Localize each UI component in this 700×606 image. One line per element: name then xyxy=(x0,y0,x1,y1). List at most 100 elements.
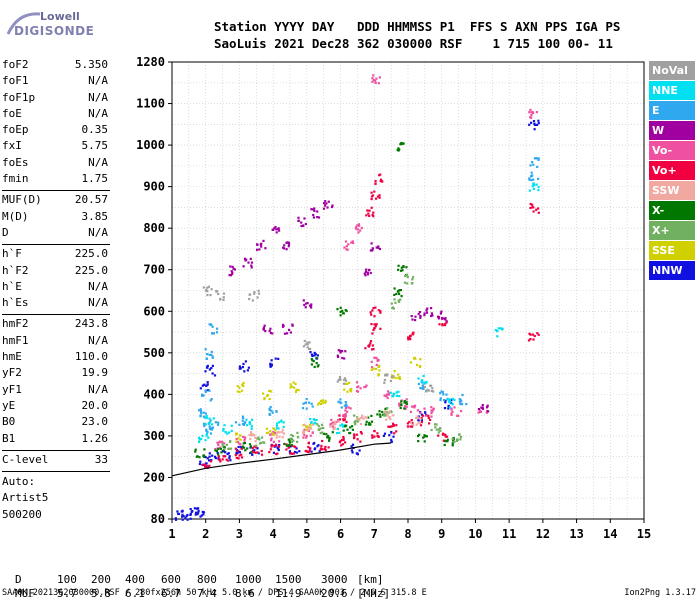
echo-point-vo xyxy=(223,442,226,445)
param-label: D xyxy=(2,225,9,239)
echo-point-vo xyxy=(374,79,377,82)
echo-point-vo xyxy=(359,387,362,390)
param-group-1: foF2 5.350 foF1 N/A foF1p N/A foE N/A foEp 0.35 fx… xyxy=(2,58,110,188)
param-label: B1 xyxy=(2,431,16,445)
echo-point-x xyxy=(320,423,324,426)
echo-point-vo xyxy=(371,77,374,80)
echo-point-nnw xyxy=(211,372,214,375)
echo-point-sse xyxy=(378,369,381,372)
distance-value: 400 xyxy=(125,573,145,586)
scaled-parameters-panel: foF2 5.350 foF1 N/A foF1p N/A foE N/A foEp 0.35 fx… xyxy=(2,58,110,523)
echo-point-nnw xyxy=(199,387,202,390)
echo-point-x xyxy=(379,415,382,418)
echo-point-nne xyxy=(250,427,253,430)
echo-point-ssw xyxy=(281,436,284,439)
echo-point-vo xyxy=(344,406,347,410)
echo-point-x xyxy=(402,142,405,145)
echo-point-nnw xyxy=(532,120,536,123)
echo-point-x xyxy=(322,432,325,435)
echo-point-noval xyxy=(222,298,225,301)
echo-point-vo xyxy=(204,465,207,468)
echo-point-sse xyxy=(265,427,268,430)
x-tick-label: 9 xyxy=(438,527,445,541)
echo-point-x xyxy=(364,423,367,426)
echo-point-vo xyxy=(374,81,377,85)
echo-point-sse xyxy=(270,390,273,393)
echo-point-vo xyxy=(324,445,327,449)
echo-point-x xyxy=(214,449,217,452)
echo-point-ssw xyxy=(388,410,391,413)
echo-point-ssw xyxy=(416,417,419,420)
echo-point-nnw xyxy=(424,411,427,414)
echo-point-x xyxy=(411,282,414,285)
echo-point-x xyxy=(417,440,420,443)
echo-point-vo xyxy=(221,458,224,461)
echo-point-sse xyxy=(321,399,325,402)
echo-point-w xyxy=(283,244,286,247)
echo-point-vo xyxy=(407,338,410,341)
echo-point-noval xyxy=(257,289,260,292)
echo-point-x xyxy=(369,423,372,426)
echo-point-vo xyxy=(343,415,346,418)
echo-point-x xyxy=(344,309,347,312)
echo-point-x xyxy=(219,447,222,450)
echo-point-nnw xyxy=(194,513,197,516)
echo-point-x xyxy=(223,447,226,450)
echo-point-sse xyxy=(393,369,396,373)
echo-point-vo xyxy=(252,450,255,454)
echo-point-w xyxy=(330,205,334,209)
echo-point-vo xyxy=(374,180,377,183)
echo-point-ssw xyxy=(415,423,418,426)
echo-point-vo xyxy=(353,434,356,437)
echo-point-vo xyxy=(372,328,375,332)
echo-point-nnw xyxy=(227,452,230,455)
echo-point-vo xyxy=(370,195,373,198)
echo-point-w xyxy=(437,317,440,320)
echo-point-sse xyxy=(269,430,272,433)
echo-point-vo xyxy=(369,342,372,345)
echo-point-vo xyxy=(342,435,345,439)
echo-point-sse xyxy=(349,389,352,392)
echo-point-vo xyxy=(307,450,310,453)
echo-point-e xyxy=(211,428,214,431)
echo-point-vo xyxy=(409,334,412,337)
echo-point-nnw xyxy=(293,450,297,454)
echo-point-vo xyxy=(225,458,228,461)
echo-point-x xyxy=(202,455,206,458)
x-tick-label: 12 xyxy=(536,527,550,541)
echo-point-x xyxy=(244,449,247,452)
echo-point-x xyxy=(221,442,224,445)
autoscale-line3: 500200 xyxy=(2,507,42,521)
echo-point-w xyxy=(285,241,288,244)
echo-point-vo xyxy=(375,323,378,326)
echo-point-nne xyxy=(248,421,251,424)
param-group-5: C-level 33 xyxy=(2,453,110,469)
echo-point-vo xyxy=(395,424,398,427)
echo-point-w xyxy=(233,268,236,271)
echo-point-x xyxy=(453,440,456,444)
echo-point-vo xyxy=(243,439,246,442)
echo-point-ssw xyxy=(249,437,252,441)
echo-point-x xyxy=(393,293,396,296)
echo-point-w xyxy=(263,324,266,327)
echo-point-vo xyxy=(276,452,279,455)
echo-point-nnw xyxy=(537,119,540,122)
echo-point-vo xyxy=(364,347,367,350)
echo-point-nne xyxy=(535,183,538,186)
echo-point-nne xyxy=(528,189,531,192)
echo-point-w xyxy=(308,304,312,307)
echo-point-x xyxy=(397,268,400,271)
echo-point-vo xyxy=(413,406,416,409)
echo-point-noval xyxy=(383,378,386,382)
echo-point-vo xyxy=(323,447,326,450)
echo-point-x xyxy=(250,451,253,454)
echo-point-nnw xyxy=(196,513,199,516)
echo-point-vo xyxy=(438,323,441,326)
echo-point-e xyxy=(268,409,271,412)
echo-point-x xyxy=(437,431,440,434)
param-value: 225.0 xyxy=(74,263,108,277)
echo-point-vo xyxy=(340,444,343,447)
echo-point-e xyxy=(268,407,271,410)
echo-point-sse xyxy=(266,393,270,397)
echo-point-sse xyxy=(318,402,321,405)
